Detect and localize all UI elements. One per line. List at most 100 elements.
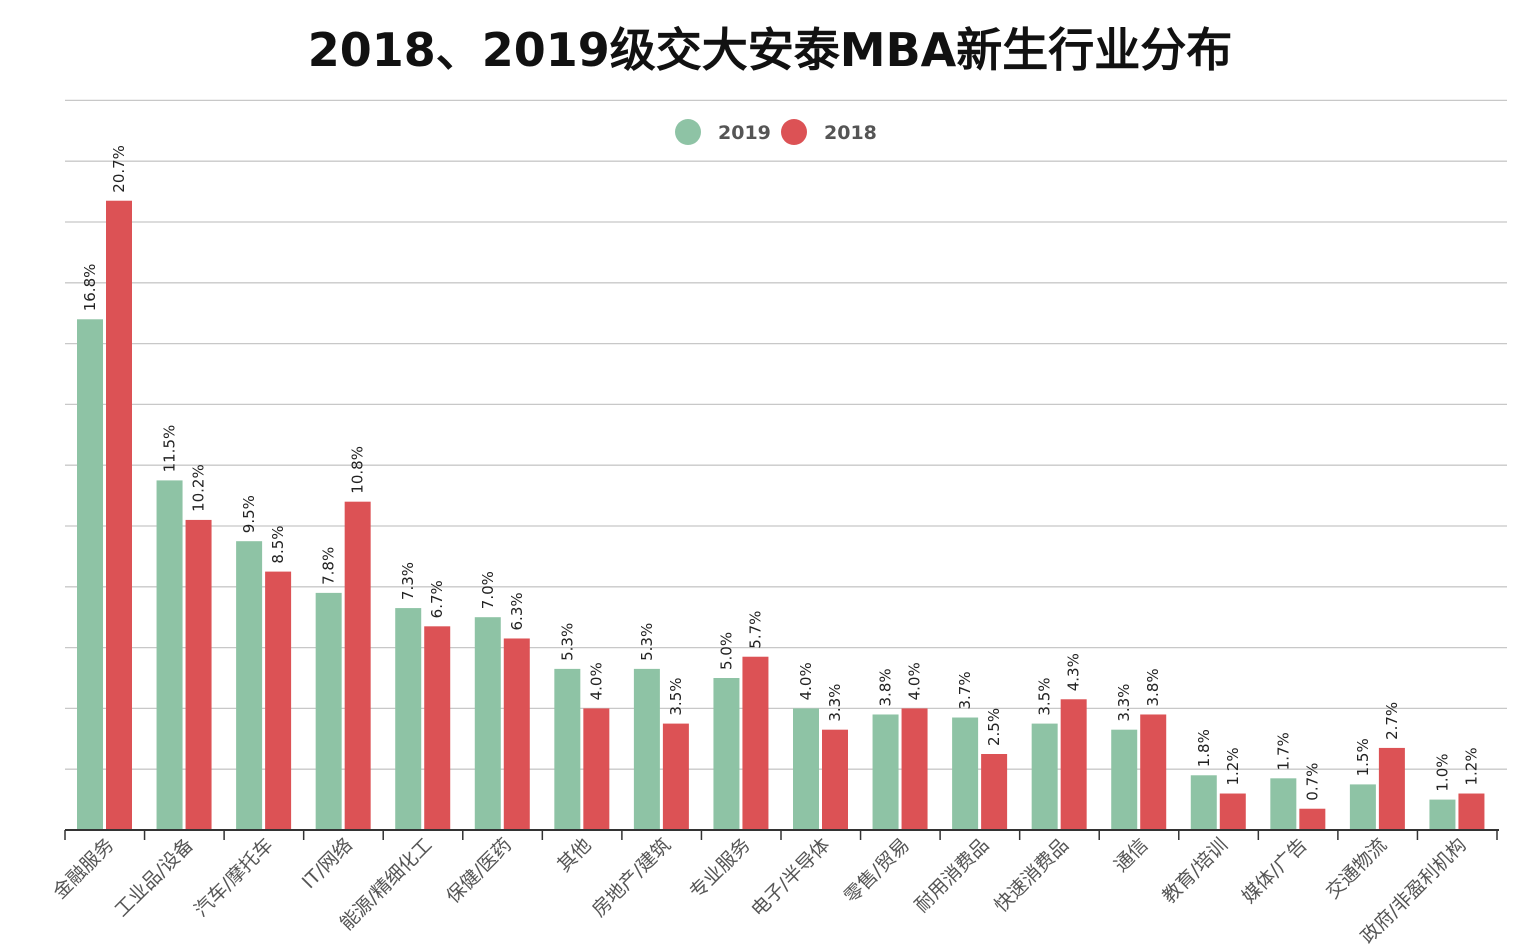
value-label-2018-1: 10.2% — [190, 464, 208, 512]
bar-2018-17 — [1458, 793, 1485, 830]
bar-2019-16 — [1349, 784, 1376, 830]
bar-2018-10 — [901, 708, 928, 830]
bar-2019-7 — [633, 668, 660, 830]
bar-2018-13 — [1140, 714, 1167, 830]
bar-2018-16 — [1378, 747, 1405, 830]
legend-label-2018: 2018 — [824, 122, 877, 144]
value-labels: 16.8% 20.7% 11.5% 10.2% 9.5% 8.5% 7.8% 10.8% 7.3… — [81, 145, 1480, 801]
category-label-7: 房地产/建筑 — [588, 834, 675, 921]
value-label-2018-17: 1.2% — [1462, 747, 1480, 785]
value-label-2019-12: 3.5% — [1036, 677, 1054, 715]
bar-2019-6 — [554, 668, 581, 830]
bar-2018-5 — [503, 638, 530, 830]
category-label-0: 金融服务 — [49, 834, 118, 903]
bar-2019-13 — [1111, 729, 1138, 830]
value-label-2019-2: 9.5% — [240, 495, 258, 533]
bar-2019-10 — [872, 714, 899, 830]
legend-marker-2019 — [675, 119, 701, 145]
value-label-2019-15: 1.7% — [1274, 732, 1292, 770]
bars — [77, 200, 1485, 831]
value-label-2019-13: 3.3% — [1115, 684, 1133, 722]
value-label-2019-10: 3.8% — [877, 668, 895, 706]
value-label-2018-3: 10.8% — [349, 446, 367, 494]
category-label-14: 教育/培训 — [1158, 834, 1232, 908]
value-label-2019-1: 11.5% — [161, 425, 179, 473]
value-label-2019-5: 7.0% — [479, 571, 497, 609]
category-label-15: 媒体/广告 — [1238, 834, 1312, 908]
value-label-2018-11: 2.5% — [985, 708, 1003, 746]
bar-2019-1 — [156, 480, 183, 830]
bar-2018-1 — [185, 519, 212, 830]
bar-2019-8 — [713, 678, 740, 830]
bar-2018-4 — [424, 626, 451, 830]
bar-2018-15 — [1299, 808, 1326, 830]
category-label-3: IT/网络 — [298, 834, 357, 893]
category-label-8: 专业服务 — [685, 834, 754, 903]
value-label-2018-14: 1.2% — [1224, 747, 1242, 785]
category-label-16: 交通物流 — [1322, 834, 1391, 903]
category-label-5: 保健/医药 — [442, 834, 516, 908]
category-label-12: 快速消费品 — [990, 834, 1073, 917]
value-label-2018-16: 2.7% — [1383, 702, 1401, 740]
value-label-2018-10: 4.0% — [906, 662, 924, 700]
value-label-2018-9: 3.3% — [826, 684, 844, 722]
bar-2019-0 — [77, 319, 103, 830]
value-label-2018-6: 4.0% — [587, 662, 605, 700]
bar-2019-12 — [1031, 723, 1058, 830]
bar-2018-8 — [742, 656, 769, 830]
value-label-2019-17: 1.0% — [1433, 753, 1451, 791]
value-label-2018-2: 8.5% — [269, 525, 287, 563]
bar-2018-9 — [822, 729, 848, 830]
value-label-2018-4: 6.7% — [428, 580, 446, 618]
bar-2018-11 — [981, 754, 1008, 830]
category-label-1: 工业品/设备 — [111, 834, 198, 921]
bar-2018-2 — [265, 571, 292, 830]
bar-2018-3 — [344, 501, 371, 830]
category-label-9: 电子/半导体 — [747, 834, 834, 921]
bar-2019-9 — [793, 708, 819, 830]
bar-2019-5 — [474, 617, 501, 830]
bar-2018-6 — [583, 708, 610, 830]
bar-2018-7 — [662, 723, 689, 830]
value-label-2019-3: 7.8% — [320, 547, 338, 585]
bar-2019-11 — [952, 717, 979, 830]
category-label-13: 通信 — [1110, 834, 1152, 876]
category-label-6: 其他 — [553, 834, 595, 876]
value-label-2018-7: 3.5% — [667, 677, 685, 715]
legend: 2019 2018 — [675, 119, 877, 145]
value-label-2018-8: 5.7% — [746, 611, 764, 649]
value-label-2019-8: 5.0% — [717, 632, 735, 670]
value-label-2019-11: 3.7% — [956, 671, 974, 709]
bar-2019-14 — [1190, 775, 1217, 830]
value-label-2018-12: 4.3% — [1065, 653, 1083, 691]
value-label-2018-13: 3.8% — [1144, 668, 1162, 706]
value-label-2019-14: 1.8% — [1195, 729, 1213, 767]
category-label-2: 汽车/摩托车 — [190, 834, 277, 921]
bar-2018-0 — [106, 200, 132, 831]
value-label-2019-0: 16.8% — [81, 264, 99, 312]
value-label-2019-4: 7.3% — [399, 562, 417, 600]
bar-2019-17 — [1429, 799, 1456, 830]
value-label-2019-7: 5.3% — [638, 623, 656, 661]
bar-2019-15 — [1270, 778, 1297, 830]
chart-title: 2018、2019级交大安泰MBA新生行业分布 — [307, 23, 1233, 77]
category-label-11: 耐用消费品 — [911, 834, 994, 917]
value-label-2018-5: 6.3% — [508, 592, 526, 630]
bar-2019-2 — [236, 541, 263, 830]
category-label-10: 零售/贸易 — [840, 834, 914, 908]
bar-2018-14 — [1219, 793, 1246, 830]
bar-2019-4 — [395, 608, 422, 830]
bar-2019-3 — [315, 592, 342, 830]
value-label-2019-16: 1.5% — [1354, 738, 1372, 776]
x-axis — [64, 829, 1499, 840]
legend-label-2019: 2019 — [718, 122, 771, 144]
value-label-2018-15: 0.7% — [1303, 763, 1321, 801]
value-label-2019-9: 4.0% — [797, 662, 815, 700]
gridlines — [65, 99, 1507, 770]
bar-2018-12 — [1060, 699, 1087, 830]
legend-marker-2018 — [781, 119, 807, 145]
value-label-2018-0: 20.7% — [110, 145, 128, 193]
value-label-2019-6: 5.3% — [558, 623, 576, 661]
